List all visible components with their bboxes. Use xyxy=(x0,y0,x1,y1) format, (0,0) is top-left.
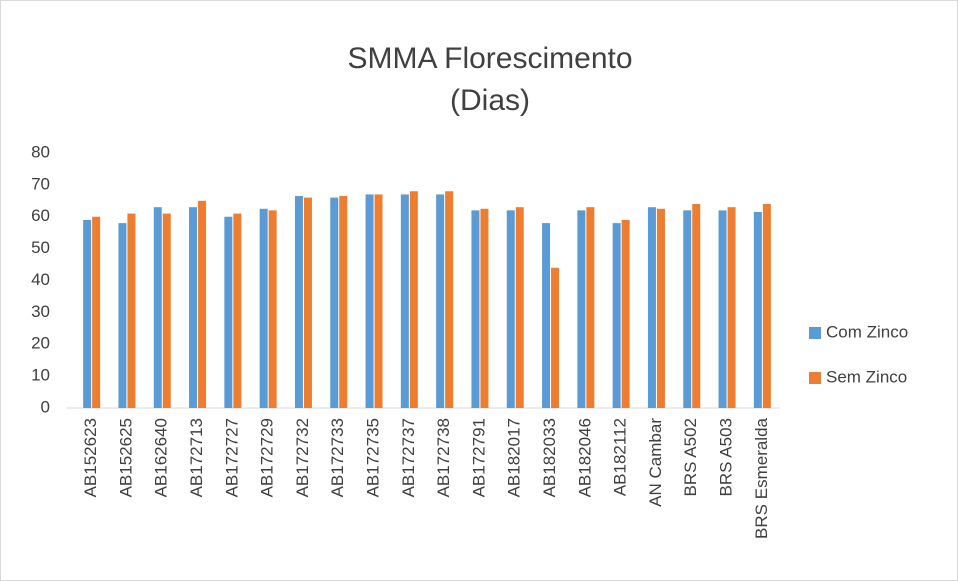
x-tick-label: AB152623 xyxy=(81,418,100,497)
bar xyxy=(127,213,136,408)
bar xyxy=(330,197,339,408)
bar xyxy=(162,213,171,408)
bar xyxy=(612,223,621,408)
bar xyxy=(586,207,595,408)
x-tick-label: BRS Esmeralda xyxy=(752,417,771,538)
x-tick-label: AB152625 xyxy=(116,418,135,497)
x-tick-label: BRS A502 xyxy=(681,418,700,496)
bar xyxy=(83,219,92,408)
x-tick-label: AB172738 xyxy=(434,418,453,497)
x-tick-label: AB172733 xyxy=(328,418,347,497)
legend-label: Com Zinco xyxy=(826,322,908,341)
bar xyxy=(259,208,268,408)
bar xyxy=(506,210,515,408)
x-tick-label: AB182046 xyxy=(575,418,594,497)
y-tick-label: 70 xyxy=(31,174,50,193)
y-tick-label: 0 xyxy=(41,397,50,416)
x-tick-label: AB172735 xyxy=(364,418,383,497)
x-tick-label: AB172737 xyxy=(399,418,418,497)
y-tick-label: 50 xyxy=(31,238,50,257)
y-tick-label: 10 xyxy=(31,366,50,385)
x-tick-label: AB182033 xyxy=(540,418,559,497)
bar xyxy=(542,223,551,408)
legend-swatch xyxy=(809,327,821,339)
bar xyxy=(374,194,383,408)
bar xyxy=(656,208,665,408)
bar xyxy=(303,197,312,408)
bar xyxy=(198,200,207,408)
x-tick-label: AB172727 xyxy=(222,418,241,497)
y-tick-label: 60 xyxy=(31,206,50,225)
bar xyxy=(268,210,277,408)
legend-swatch xyxy=(809,372,821,384)
bar xyxy=(480,208,489,408)
bar xyxy=(647,207,656,408)
x-tick-label: BRS A503 xyxy=(717,418,736,496)
chart-title: SMMA Florescimento xyxy=(347,42,632,75)
bar xyxy=(683,210,692,408)
bar xyxy=(692,204,701,408)
bar xyxy=(551,267,560,408)
bar xyxy=(436,194,445,408)
bar xyxy=(233,213,242,408)
x-tick-label: AB172713 xyxy=(187,418,206,497)
bar xyxy=(762,204,771,408)
bar xyxy=(753,211,762,408)
bar xyxy=(400,194,409,408)
bar xyxy=(727,207,736,408)
bar xyxy=(718,210,727,408)
bar xyxy=(445,191,454,408)
bar xyxy=(153,207,162,408)
bar xyxy=(577,210,586,408)
x-tick-label: AB182017 xyxy=(505,418,524,497)
y-tick-label: 40 xyxy=(31,270,50,289)
bar xyxy=(621,219,630,408)
y-tick-label: 30 xyxy=(31,302,50,321)
y-tick-label: 80 xyxy=(31,142,50,161)
bar xyxy=(515,207,524,408)
y-tick-label: 20 xyxy=(31,334,50,353)
chart-subtitle: (Dias) xyxy=(450,84,530,117)
bar xyxy=(92,216,101,408)
bar xyxy=(118,223,127,408)
bar xyxy=(365,194,374,408)
bar xyxy=(409,191,418,408)
x-tick-label: AB172791 xyxy=(469,418,488,497)
x-tick-label: AN Cambar xyxy=(646,418,665,507)
bar xyxy=(224,216,233,408)
x-tick-label: AB172729 xyxy=(258,418,277,497)
legend-label: Sem Zinco xyxy=(826,367,907,386)
bar xyxy=(189,207,198,408)
x-tick-label: AB162640 xyxy=(152,418,171,497)
x-tick-label: AB182112 xyxy=(611,418,630,496)
x-tick-label: AB172732 xyxy=(293,418,312,497)
bar xyxy=(339,196,348,408)
bar xyxy=(294,196,303,408)
bar xyxy=(471,210,480,408)
